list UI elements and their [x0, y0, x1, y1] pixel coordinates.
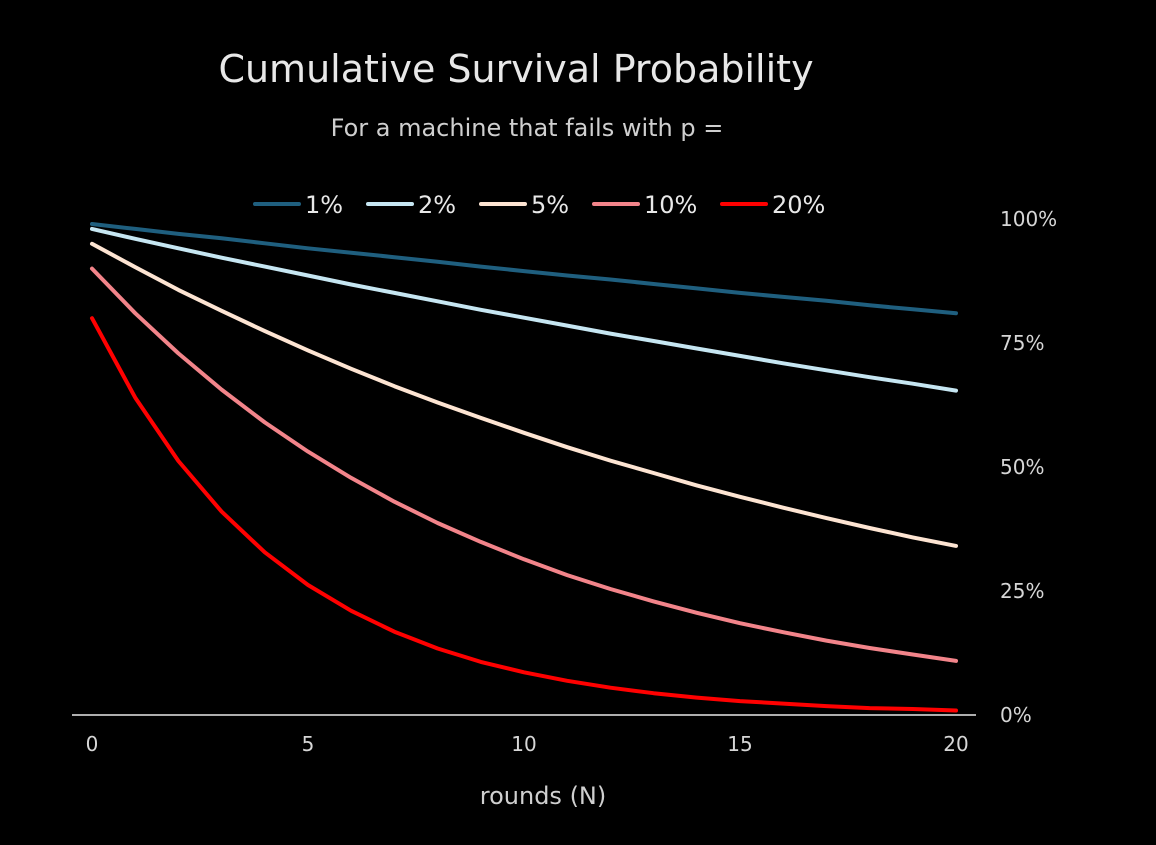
series-line-1	[90, 226, 958, 393]
x-tick-label-3: 15	[727, 732, 752, 756]
chart-title: Cumulative Survival Probability	[218, 47, 813, 91]
series-line-2	[90, 241, 958, 548]
x-axis-label: rounds (N)	[480, 782, 607, 810]
legend-label-3: 10%	[644, 191, 697, 219]
series-lines	[90, 222, 958, 713]
y-tick-label-3: 75%	[1000, 331, 1044, 355]
y-tick-label-1: 25%	[1000, 579, 1044, 603]
chart-subtitle: For a machine that fails with p =	[331, 114, 724, 142]
y-tick-label-4: 100%	[1000, 207, 1057, 231]
series-line-4	[90, 316, 958, 713]
series-line-3	[90, 266, 958, 663]
legend-label-1: 2%	[418, 191, 456, 219]
y-tick-label-2: 50%	[1000, 455, 1044, 479]
y-tick-label-0: 0%	[1000, 703, 1032, 727]
x-tick-label-0: 0	[86, 732, 99, 756]
x-tick-labels: 0 5 10 15 20	[86, 732, 969, 756]
legend-label-0: 1%	[305, 191, 343, 219]
x-tick-label-2: 10	[511, 732, 536, 756]
x-tick-label-1: 5	[302, 732, 315, 756]
series-line-0	[90, 222, 958, 316]
y-tick-labels: 0% 25% 50% 75% 100%	[1000, 207, 1057, 727]
legend-label-4: 20%	[772, 191, 825, 219]
x-tick-label-4: 20	[943, 732, 968, 756]
legend-label-2: 5%	[531, 191, 569, 219]
legend: 1% 2% 5% 10% 20%	[253, 191, 825, 219]
